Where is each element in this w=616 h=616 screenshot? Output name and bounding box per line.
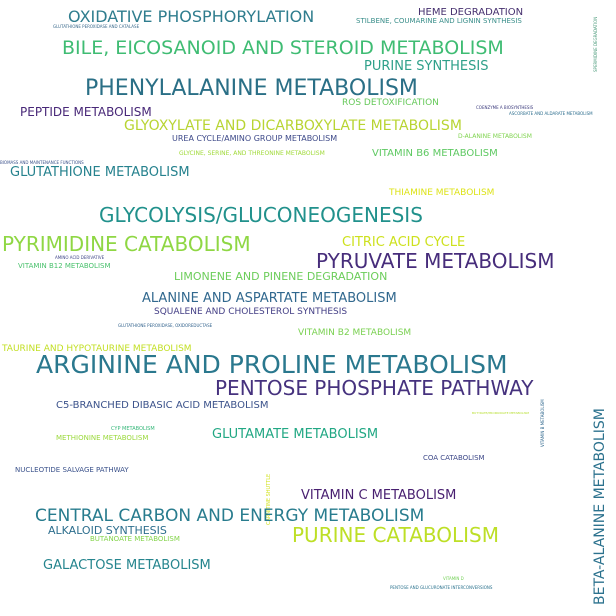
word-ascorbate-aldarate-metabolism: ASCORBATE AND ALDARATE METABOLISM [509,111,593,116]
word-butyrate-propanoate-metabolism: BUTYRATE/PROPANOATE METABOLISM [472,411,529,415]
word-bile-eicosanoid-steroid-metabolism: BILE, EICOSANOID AND STEROID METABOLISM [62,37,504,59]
word-heme-degradation: HEME DEGRADATION [418,7,524,18]
word-urea-cycle-amino-group-metabolism: UREA CYCLE/AMINO GROUP METABOLISM [172,134,338,143]
word-stilbene-coumarine-lignin-synthesis: STILBENE, COUMARINE AND LIGNIN SYNTHESIS [356,17,522,25]
word-spermidine-degradation: SPERMIDINE DEGRADATION [593,16,598,72]
word-glycolysis-gluconeogenesis: GLYCOLYSIS/GLUCONEOGENESIS [99,203,423,227]
word-coenzyme-a-biosynthesis: COENZYME A BIOSYNTHESIS [476,105,534,110]
word-alanine-aspartate-metabolism: ALANINE AND ASPARTATE METABOLISM [142,291,397,306]
word-biomass-and-maintenance-functions: BIOMASS AND MAINTENANCE FUNCTIONS [0,160,84,165]
word-glutathione-metabolism: GLUTATHIONE METABOLISM [10,165,190,180]
word-methionine-metabolism: METHIONINE METABOLISM [56,434,149,442]
word-beta-alanine-metabolism: BETA-ALANINE METABOLISM [592,408,608,605]
word-butanoate-metabolism: BUTANOATE METABOLISM [90,535,180,543]
word-citric-acid-cycle: CITRIC ACID CYCLE [342,235,466,250]
word-vitamin-c-metabolism: VITAMIN C METABOLISM [301,488,457,503]
word-coa-catabolism: COA CATABOLISM [423,454,485,462]
word-glutathione-peroxidase-and-catalase: GLUTATHIONE PEROXIDASE AND CATALASE [53,24,140,29]
word-vitamin-b6-metabolism: VITAMIN B6 METABOLISM [372,148,498,159]
word-nucleotide-salvage-pathway: NUCLEOTIDE SALVAGE PATHWAY [15,466,129,474]
word-vitamin-b12-metabolism: VITAMIN B12 METABOLISM [18,262,111,270]
word-d-alanine-metabolism: D-ALANINE METABOLISM [458,133,532,140]
word-c5-branched-dibasic-acid-metabolism: C5-BRANCHED DIBASIC ACID METABOLISM [56,400,269,411]
word-vitamin-b-metabolism: VITAMIN B METABOLISM [540,399,545,447]
word-glyoxylate-dicarboxylate-metabolism: GLYOXYLATE AND DICARBOXYLATE METABOLISM [124,118,462,134]
word-galactose-metabolism: GALACTOSE METABOLISM [43,558,211,573]
word-arginine-proline-metabolism: ARGININE AND PROLINE METABOLISM [36,350,508,379]
word-phenylalanine-metabolism: PHENYLALANINE METABOLISM [85,76,418,101]
word-pentose-phosphate-pathway: PENTOSE PHOSPHATE PATHWAY [215,376,534,400]
word-alkaloid-synthesis: ALKALOID SYNTHESIS [48,524,167,537]
word-taurine-hypotaurine-metabolism: TAURINE AND HYPOTAURINE METABOLISM [2,344,192,354]
word-pyruvate-metabolism: PYRUVATE METABOLISM [316,249,555,273]
word-purine-catabolism: PURINE CATABOLISM [292,523,499,547]
word-glutamate-metabolism: GLUTAMATE METABOLISM [212,427,379,442]
word-cyp-metabolism: CYP METABOLISM [111,426,155,432]
word-squalene-cholesterol-synthesis: SQUALENE AND CHOLESTEROL SYNTHESIS [154,307,348,317]
word-amino-acid-derivative: AMINO ACID DERIVATIVE [55,255,105,260]
word-oxidative-phosphorylation: OXIDATIVE PHOSPHORYLATION [68,7,315,26]
word-vitamin-d: VITAMIN D [443,576,464,581]
word-pyrimidine-catabolism: PYRIMIDINE CATABOLISM [2,232,251,256]
word-vitamin-b2-metabolism: VITAMIN B2 METABOLISM [298,328,412,338]
word-central-carbon-energy-metabolism: CENTRAL CARBON AND ENERGY METABOLISM [35,506,425,526]
word-purine-synthesis: PURINE SYNTHESIS [364,59,489,74]
word-thiamine-metabolism: THIAMINE METABOLISM [389,188,495,198]
word-ros-detoxification: ROS DETOXIFICATION [342,98,439,108]
word-glutathione-peroxidase-oxidoreductase: GLUTATHIONE PEROXIDASE, OXIDOREDUCTASE [118,323,213,328]
word-peptide-metabolism: PEPTIDE METABOLISM [20,105,152,119]
word-glycine-serine-threonine-metabolism: GLYCINE, SERINE, AND THREONINE METABOLIS… [179,150,325,157]
word-pentose-glucuronate-interconversions: PENTOSE AND GLUCURONATE INTERCONVERSIONS [390,585,493,590]
word-limonene-pinene-degradation: LIMONENE AND PINENE DEGRADATION [174,270,388,283]
